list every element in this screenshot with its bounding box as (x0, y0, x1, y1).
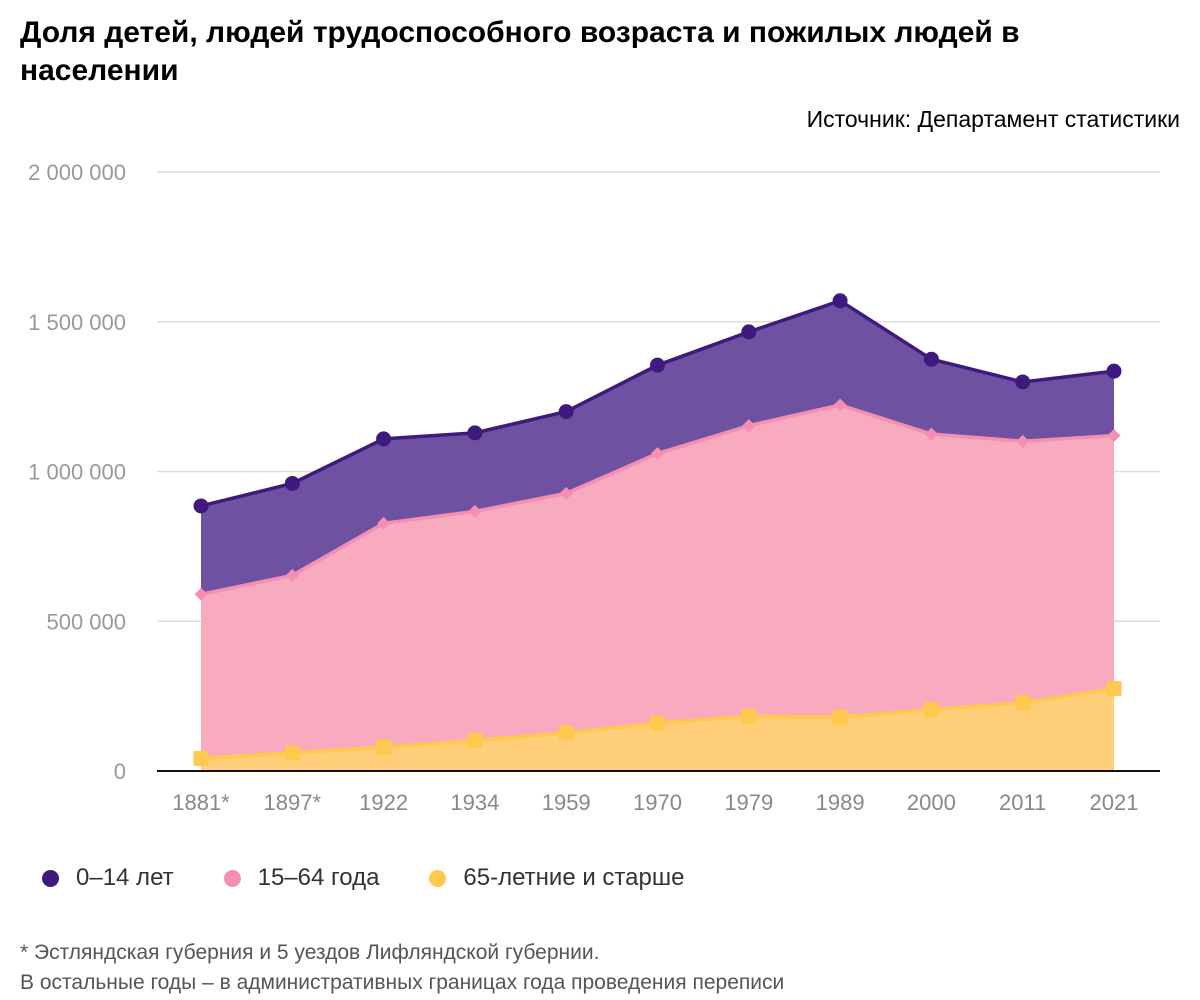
chart-title: Доля детей, людей трудоспособного возрас… (20, 16, 1020, 87)
data-point-diamond (1107, 429, 1121, 443)
data-point-square (1106, 681, 1122, 697)
data-markers (193, 293, 1122, 766)
legend-swatch-working-age (223, 869, 241, 887)
area-diamond (201, 405, 1114, 759)
legend-swatch-children (42, 869, 59, 887)
data-point-circle (376, 431, 392, 447)
data-point-diamond (651, 447, 664, 461)
data-point-square (376, 739, 392, 755)
x-tick-label: 1989 (816, 790, 865, 815)
data-point-diamond (924, 427, 938, 441)
y-tick-label: 1 500 000 (28, 310, 126, 335)
footnote-2: В остальные годы – в административных гр… (20, 971, 785, 994)
data-point-diamond (1016, 434, 1030, 448)
data-point-circle (923, 351, 939, 367)
y-tick-label: 1 000 000 (28, 460, 126, 485)
x-tick-label: 1959 (542, 790, 591, 815)
footnotes: * Эстляндская губерния и 5 уездов Лифлян… (20, 938, 784, 998)
legend-item-children: 0–14 лет (42, 864, 174, 892)
data-point-diamond (833, 398, 847, 412)
x-tick-label: 1979 (724, 790, 773, 815)
x-tick-label: 1970 (633, 790, 682, 815)
footnote-1: * Эстляндская губерния и 5 уездов Лифлян… (20, 941, 600, 964)
data-point-diamond (468, 504, 482, 518)
data-point-diamond (742, 419, 756, 433)
x-tick-label: 2011 (999, 790, 1046, 815)
data-point-circle (832, 293, 848, 309)
data-point-circle (558, 404, 574, 420)
data-point-circle (467, 425, 483, 441)
legend-item-working-age: 15–64 года (223, 864, 380, 892)
data-point-diamond (285, 568, 299, 582)
legend-label-elderly: 65-летние и старше (463, 864, 685, 891)
data-point-square (467, 732, 483, 748)
data-point-circle (284, 475, 300, 491)
data-point-square (1015, 695, 1031, 711)
legend-swatch-elderly (429, 869, 447, 887)
data-point-circle (193, 498, 209, 514)
y-tick-label: 2 000 000 (28, 160, 126, 185)
data-point-square (923, 702, 939, 718)
x-tick-label: 1897* (264, 790, 322, 815)
legend-item-elderly: 65-летние и старше (429, 864, 684, 892)
source-note: Источник: Департамент статистики (806, 106, 1180, 132)
data-point-square (650, 715, 665, 731)
y-tick-label: 500 000 (46, 609, 126, 634)
legend-label-working-age: 15–64 года (257, 864, 380, 891)
data-point-square (558, 725, 574, 741)
x-tick-label: 1934 (450, 790, 499, 815)
data-point-square (741, 708, 757, 724)
data-point-square (832, 709, 848, 725)
axes: 0 500 000 1 000 000 1 500 000 2 000 000 1881*… (28, 160, 1160, 815)
data-point-circle (1015, 374, 1031, 390)
x-tick-label: 2000 (907, 790, 956, 815)
data-point-circle (650, 357, 665, 373)
data-point-square (193, 750, 209, 766)
legend: 0–14 лет 15–64 года 65-летние и старше (42, 864, 734, 892)
data-point-circle (1106, 363, 1122, 379)
data-point-square (284, 745, 300, 761)
x-tick-label: 1881* (172, 790, 230, 815)
data-point-circle (741, 324, 757, 340)
data-point-diamond (194, 587, 208, 601)
y-tick-label: 0 (114, 759, 126, 784)
stacked-area-chart: 0 500 000 1 000 000 1 500 000 2 000 000 1881*… (28, 160, 1160, 815)
x-tick-label: 2021 (1090, 790, 1139, 815)
legend-label-children: 0–14 лет (76, 864, 174, 891)
data-point-diamond (377, 516, 391, 530)
x-tick-label: 1922 (359, 790, 408, 815)
data-point-diamond (559, 486, 573, 500)
